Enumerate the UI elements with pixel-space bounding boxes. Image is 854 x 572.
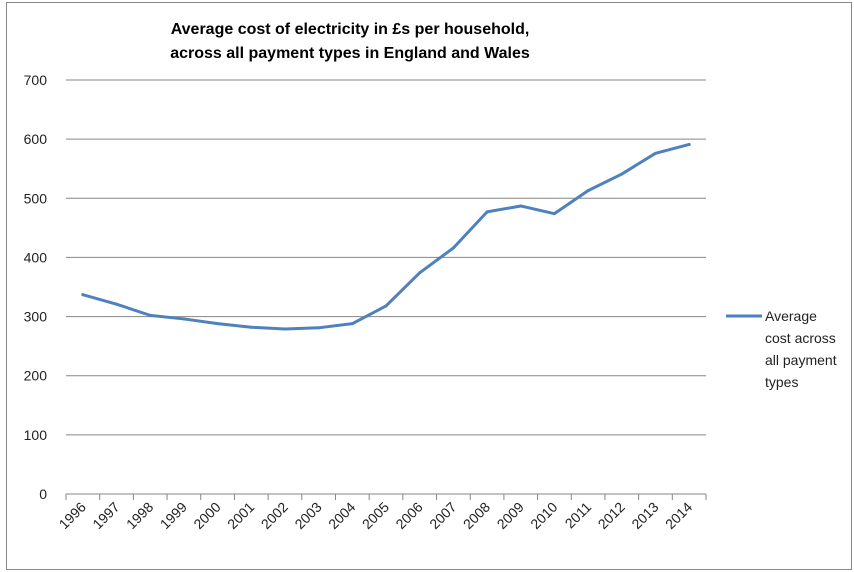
y-axis: 0 100 200 300 400 500 600 700 [24, 72, 48, 502]
data-point [283, 327, 287, 331]
x-axis: 1996 1997 1998 1999 2000 2001 2002 2003 2004 2005… [56, 493, 707, 532]
data-point [249, 325, 253, 329]
data-point [586, 189, 590, 193]
legend-label: Average [765, 308, 817, 324]
data-point [519, 204, 523, 208]
gridlines [66, 79, 706, 436]
y-tick-label: 400 [24, 249, 48, 265]
series-line [81, 142, 691, 331]
y-tick-label: 500 [24, 190, 48, 206]
x-tick-label: 2001 [224, 499, 257, 532]
x-tick-label: 2007 [426, 499, 459, 532]
data-point [418, 271, 422, 275]
legend-label: types [765, 374, 798, 390]
data-point [148, 313, 152, 317]
legend-label: cost across [765, 330, 836, 346]
x-tick-label: 2005 [359, 499, 392, 532]
x-tick-label: 1998 [123, 499, 156, 532]
x-tick-label: 2008 [460, 499, 493, 532]
y-tick-label: 100 [24, 427, 48, 443]
data-point [350, 322, 354, 326]
data-point [216, 322, 220, 326]
data-point [552, 212, 556, 216]
series-layer [81, 142, 691, 331]
legend-label: all payment [765, 352, 837, 368]
x-tick-label: 2006 [392, 499, 425, 532]
chart-title-line-1: Average cost of electricity in £s per ho… [170, 21, 530, 38]
y-tick-label: 200 [24, 368, 48, 384]
chart-title: Average cost of electricity in £s per ho… [100, 18, 600, 66]
x-tick-label: 1999 [157, 499, 190, 532]
x-tick-label: 2010 [527, 499, 560, 532]
x-tick-label: 2013 [628, 499, 661, 532]
data-point [81, 293, 85, 297]
x-tick-label: 2012 [595, 499, 628, 532]
x-tick-label: 2004 [325, 499, 358, 532]
data-point [620, 172, 624, 176]
x-tick-label: 2002 [258, 499, 291, 532]
x-tick-label: 2003 [291, 499, 324, 532]
y-tick-label: 600 [24, 131, 48, 147]
data-point [182, 317, 186, 321]
data-point [115, 302, 119, 306]
x-tick-label: 2009 [494, 499, 527, 532]
x-tick-label: 1997 [89, 499, 122, 532]
data-point [653, 151, 657, 155]
chart-title-line-2: across all payment types in England and … [170, 45, 530, 62]
data-point [317, 326, 321, 330]
x-tick-label: 2000 [190, 499, 223, 532]
y-tick-label: 700 [24, 72, 48, 88]
data-point [384, 304, 388, 308]
legend: Average cost across all payment types [726, 308, 837, 390]
x-tick-label: 2011 [562, 499, 595, 532]
data-point [451, 246, 455, 250]
x-tick-label: 2014 [662, 499, 695, 532]
data-point [485, 210, 489, 214]
x-tick-label: 1996 [56, 499, 89, 532]
y-tick-label: 0 [39, 486, 47, 502]
chart-frame [6, 2, 852, 570]
y-tick-label: 300 [24, 309, 48, 325]
data-point [687, 142, 691, 146]
